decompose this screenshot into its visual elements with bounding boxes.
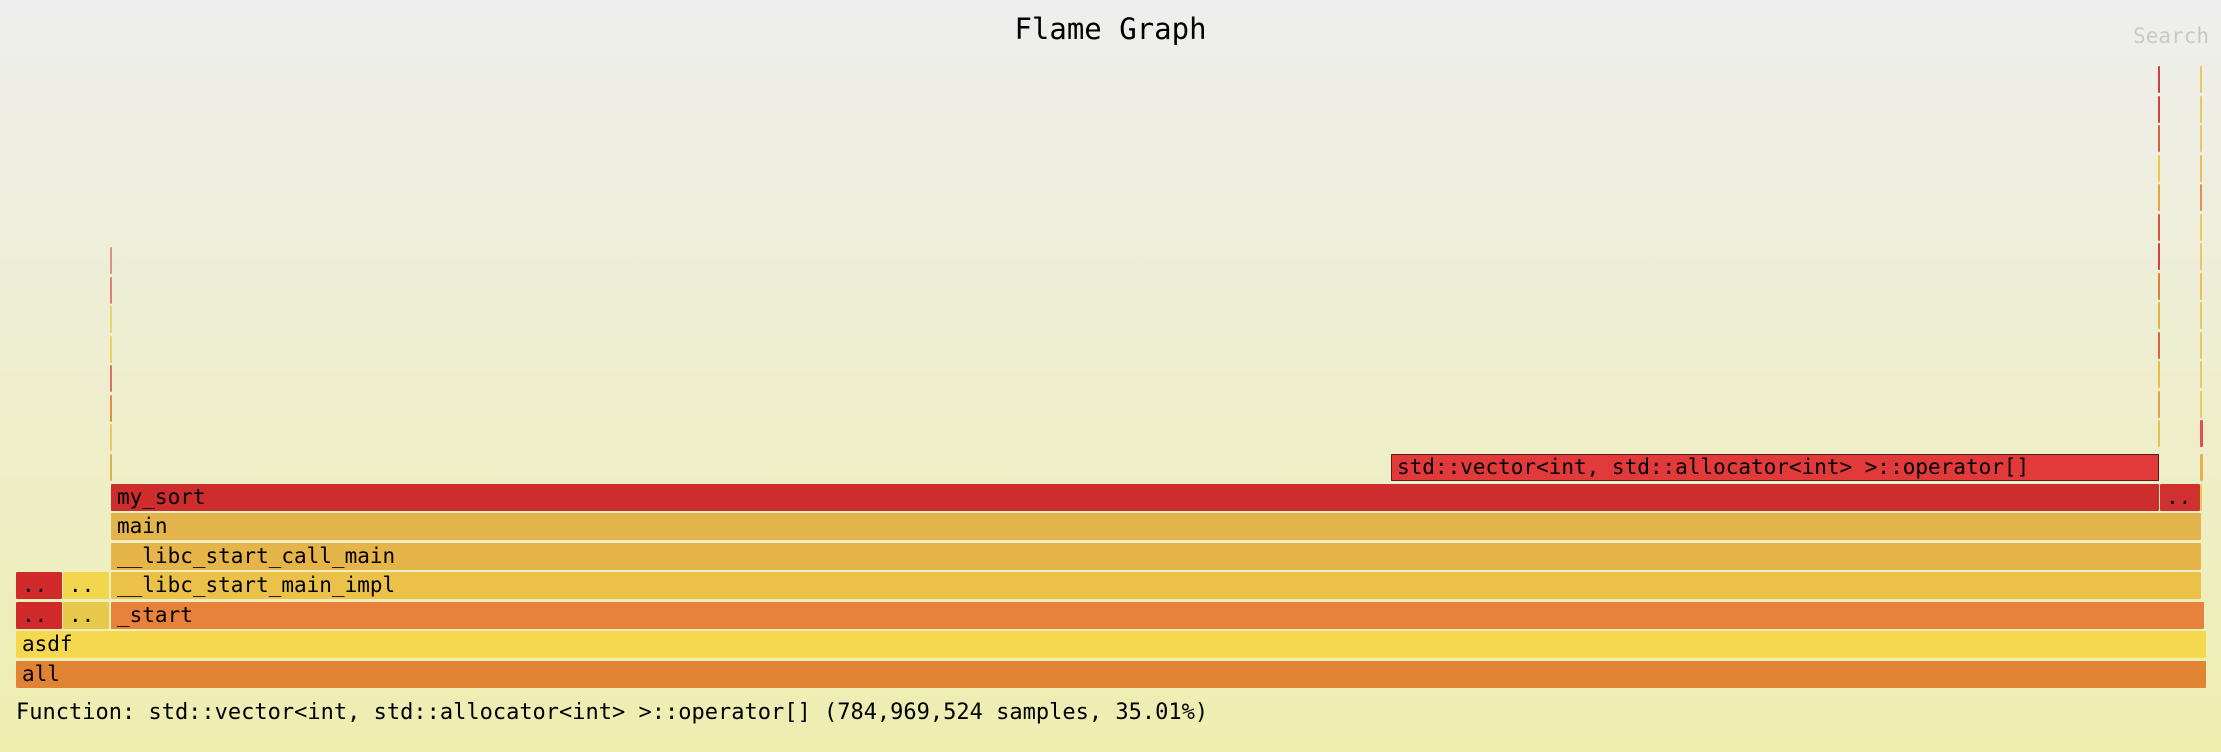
frame-sliver[interactable] [2200,420,2203,447]
frame-elided[interactable]: .. [63,602,109,629]
frame-sliver[interactable] [2158,184,2160,211]
frame-sliver[interactable] [110,365,112,392]
frame-sliver[interactable] [110,336,112,363]
frame-elided[interactable]: .. [16,572,62,599]
page-title: Flame Graph [1014,12,1207,46]
frame-sliver[interactable] [2200,302,2202,329]
frame-elided[interactable]: .. [16,602,62,629]
frame-sliver[interactable] [110,247,112,274]
frame-sliver[interactable] [2200,155,2202,182]
frame-elided[interactable]: .. [2160,484,2200,511]
frame-elided[interactable]: .. [63,572,109,599]
frame-my-sort[interactable]: my_sort [111,484,2159,511]
frame-libc-start-call-main[interactable]: __libc_start_call_main [111,543,2201,570]
frame-sliver[interactable] [110,277,112,304]
frame-sliver[interactable] [2158,302,2160,329]
frame-sliver[interactable] [2200,184,2202,211]
frame-sliver[interactable] [2158,214,2160,241]
frame-asdf[interactable]: asdf [16,631,2206,658]
frame-sliver[interactable] [2200,96,2202,123]
frame-sliver[interactable] [2200,66,2202,93]
frame-sliver[interactable] [2158,66,2160,93]
frame-sliver[interactable] [2158,273,2160,300]
frame-sliver[interactable] [2200,214,2202,241]
frame-sliver[interactable] [2200,243,2202,270]
frame-vector-operator[interactable]: std::vector<int, std::allocator<int> >::… [1391,454,2159,481]
frame-sliver[interactable] [110,395,112,422]
frame-sliver[interactable] [2158,155,2160,182]
frame-all[interactable]: all [16,661,2206,688]
frame-sliver[interactable] [2200,391,2202,418]
frame-sliver[interactable] [2158,125,2160,152]
frame-libc-start-main-impl[interactable]: __libc_start_main_impl [111,572,2201,599]
frame-sliver[interactable] [2200,454,2203,481]
frame-main[interactable]: main [111,513,2201,540]
frame-sliver[interactable] [2158,332,2160,359]
frame-sliver[interactable] [2200,361,2202,388]
frame-sliver[interactable] [2200,125,2202,152]
frame-sliver[interactable] [2200,484,2202,511]
frame-start[interactable]: _start [111,602,2204,629]
search-button[interactable]: Search [2133,24,2209,48]
frame-sliver[interactable] [110,424,112,451]
frame-sliver[interactable] [2158,96,2160,123]
frame-sliver[interactable] [2158,243,2160,270]
frame-sliver[interactable] [2158,391,2160,418]
frame-sliver[interactable] [2158,361,2160,388]
frame-sliver[interactable] [110,306,112,333]
frame-sliver[interactable] [2200,273,2202,300]
frame-sliver[interactable] [2158,420,2160,447]
frame-sliver[interactable] [110,454,112,481]
frame-sliver[interactable] [2200,332,2202,359]
details-status: Function: std::vector<int, std::allocato… [16,700,1209,725]
